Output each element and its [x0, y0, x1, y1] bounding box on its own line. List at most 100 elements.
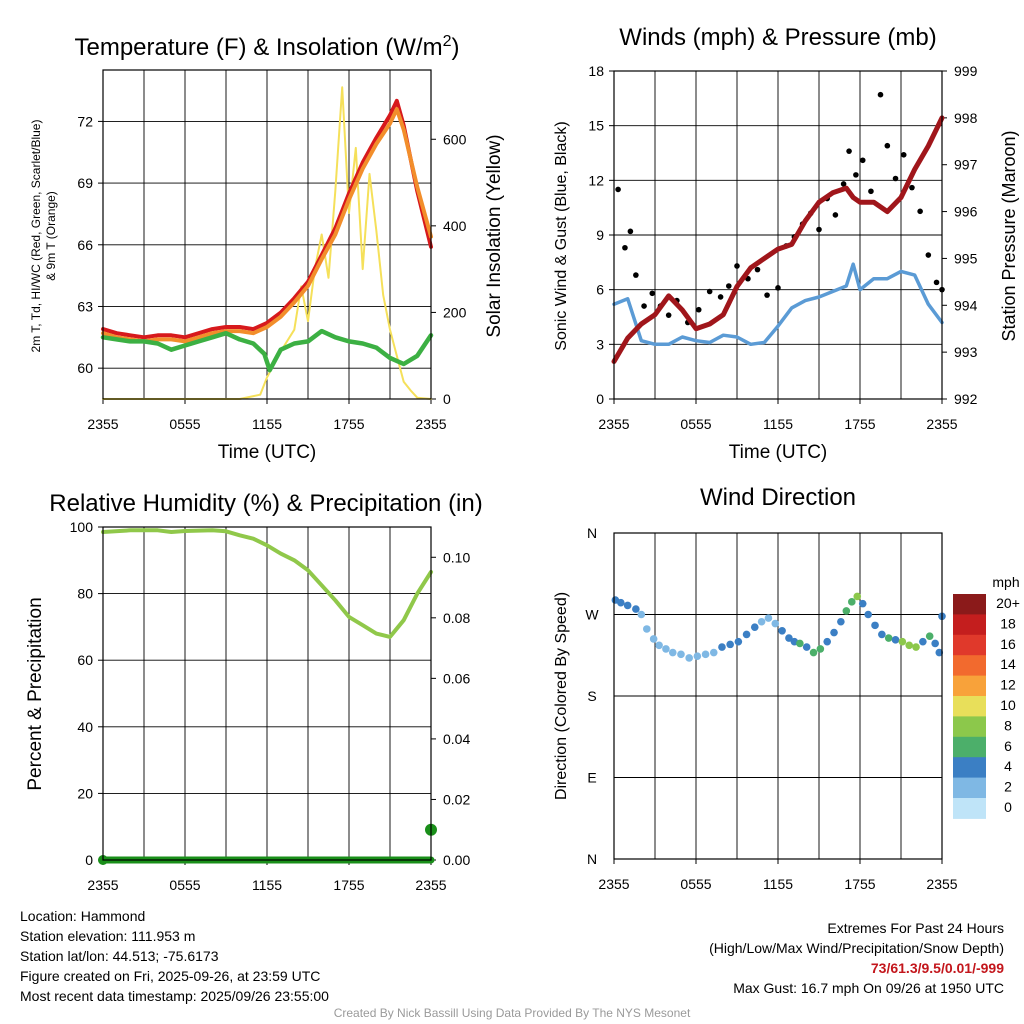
- dir-y-tick: N: [587, 525, 597, 541]
- legend-swatch: [953, 777, 986, 799]
- gust-point: [665, 312, 672, 318]
- wind-grid: [614, 71, 942, 399]
- temp-ylabel-line1: 2m T, Td, HI/WC (Red, Green, Scarlet/Blu…: [29, 120, 43, 353]
- direction-point: [823, 637, 831, 646]
- dir-x-tick: 0555: [680, 876, 711, 892]
- pressure-line: [611, 115, 945, 364]
- direction-point: [734, 637, 743, 646]
- gust-point: [877, 91, 884, 98]
- direction-point: [891, 636, 900, 644]
- wind-title: Winds (mph) & Pressure (mb): [619, 24, 936, 51]
- td-line: [100, 328, 434, 373]
- direction-point: [757, 617, 766, 626]
- direction-point: [750, 623, 759, 631]
- temp-y-tick: 72: [77, 113, 93, 129]
- temp-y2-tick: 200: [443, 304, 467, 320]
- 2m-t-line: [101, 98, 433, 340]
- wind-x-tick: 0555: [680, 416, 711, 432]
- credit-text: Created By Nick Bassill Using Data Provi…: [333, 1006, 691, 1020]
- direction-point: [898, 637, 907, 646]
- dir-x-tick: 1755: [844, 876, 875, 892]
- legend-swatch: [953, 736, 986, 758]
- gust-point: [846, 148, 852, 154]
- temp-xlabel: Time (UTC): [218, 442, 317, 463]
- rh-y2-tick-labels: 0.00 0.02 0.04 0.06 0.08 0.10: [431, 549, 470, 868]
- wind-y-tick: 15: [588, 118, 604, 134]
- rh-y2-tick: 0.08: [443, 610, 470, 626]
- rh-x-tick-labels: 2355 0555 1155 1755 2355: [87, 860, 447, 893]
- location-text: Location: Hammond: [20, 908, 146, 924]
- dir-x-tick: 2355: [926, 876, 957, 892]
- wind-x-tick: 1755: [844, 416, 875, 432]
- gust-point: [726, 283, 732, 289]
- rh-x-tick: 2355: [87, 877, 118, 893]
- wind-y-tick: 12: [588, 172, 604, 188]
- wind-y2-tick-labels: 992 993 994 995 996 997 998 999: [942, 63, 978, 407]
- direction-point: [905, 641, 913, 650]
- legend-swatch: [953, 634, 986, 656]
- temp-y-tick: 63: [77, 298, 93, 314]
- legend-label: 6: [1004, 738, 1012, 754]
- dir-frame: [613, 532, 943, 860]
- legend-swatch: [953, 696, 986, 717]
- gust-point: [641, 303, 647, 309]
- wind-xlabel: Time (UTC): [729, 442, 828, 463]
- rh-x-tick: 2355: [415, 877, 446, 893]
- legend-swatch: [953, 675, 986, 697]
- legend-label: 4: [1004, 758, 1012, 774]
- direction-point: [853, 592, 862, 601]
- station-info: Location: Hammond Station elevation: 111…: [20, 906, 329, 1006]
- temp-y-tick: 69: [77, 175, 93, 191]
- direction-point: [693, 652, 702, 660]
- temp-ylabel-line2: & 9m T (Orange): [44, 191, 58, 281]
- rh-y2-tick: 0.10: [443, 549, 470, 565]
- wind-y2-tick: 994: [954, 297, 978, 313]
- dir-y-tick: N: [587, 851, 597, 867]
- temp-y-tick: 60: [77, 360, 93, 376]
- direction-point: [931, 639, 939, 648]
- dir-grid: [614, 533, 942, 859]
- rh-y-tick-labels: 0 20 40 60 80 100: [70, 519, 103, 868]
- direction-point: [912, 643, 920, 651]
- max-gust-text: Max Gust: 16.7 mph On 09/26 at 1950 UTC: [733, 980, 1004, 996]
- direction-point: [726, 640, 734, 649]
- dir-x-tick-labels: 2355 0555 1155 1755 2355: [598, 859, 958, 892]
- rh-x-tick: 0555: [169, 877, 200, 893]
- temp-y2label: Solar Insolation (Yellow): [484, 134, 505, 337]
- gust-point: [764, 292, 770, 298]
- dir-y-tick-labels: N E S W N: [585, 525, 599, 867]
- direction-point: [764, 614, 773, 622]
- temp-x-tick: 0555: [169, 416, 200, 432]
- 9m-t-line: [101, 107, 433, 344]
- direction-point: [816, 645, 825, 653]
- direction-point: [809, 648, 818, 657]
- temp-y2-tick: 400: [443, 218, 467, 234]
- wind-y2-tick: 999: [954, 63, 978, 79]
- direction-point: [637, 610, 646, 619]
- legend-swatch: [953, 798, 986, 819]
- wind-y2-tick: 992: [954, 391, 978, 407]
- dir-x-tick: 1155: [763, 876, 793, 892]
- latlon-text: Station lat/lon: 44.513; -75.6173: [20, 948, 219, 964]
- direction-point: [864, 610, 872, 619]
- legend-swatch: [953, 757, 986, 779]
- wind-y2-tick: 995: [954, 250, 978, 266]
- rh-line: [101, 528, 433, 639]
- direction-point: [709, 648, 718, 657]
- legend-label: 2: [1004, 779, 1012, 795]
- direction-point: [623, 601, 632, 610]
- rh-x-tick: 1155: [252, 877, 282, 893]
- wind-ylabel: Sonic Wind & Gust (Blue, Black): [553, 121, 570, 350]
- gust-point: [917, 208, 923, 215]
- wind-x-tick: 2355: [926, 416, 957, 432]
- rh-title: Relative Humidity (%) & Precipitation (i…: [49, 490, 482, 517]
- direction-point: [796, 639, 804, 648]
- temp-y-tick-labels: 60 63 66 69 72: [77, 113, 103, 376]
- direction-point: [785, 634, 793, 642]
- gust-point: [649, 290, 656, 297]
- direction-point: [677, 650, 685, 659]
- wind-x-tick: 2355: [598, 416, 629, 432]
- wind-series: [611, 91, 945, 364]
- gust-point: [933, 279, 940, 286]
